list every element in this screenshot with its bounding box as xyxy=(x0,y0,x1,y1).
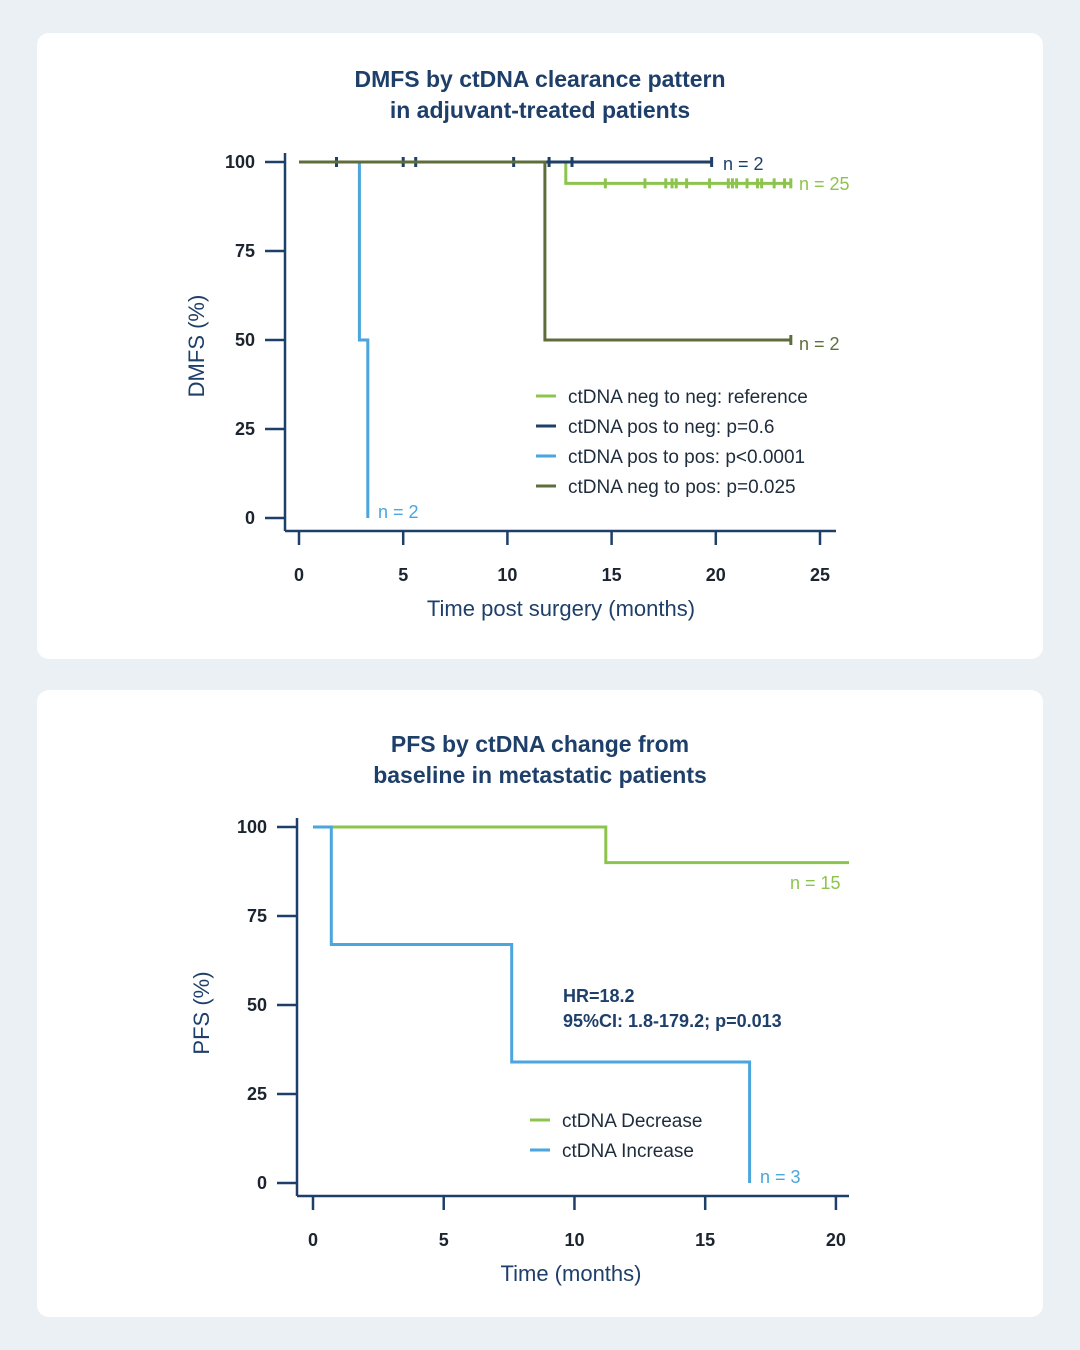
dmfs-series-end-label-1: n = 25 xyxy=(799,174,850,194)
pfs-title-line-1: PFS by ctDNA change from xyxy=(390,731,690,757)
pfs-y-tick-label: 75 xyxy=(247,906,267,926)
dmfs-x-tick-label: 20 xyxy=(706,565,726,585)
dmfs-y-axis-label: DMFS (%) xyxy=(184,295,209,398)
dmfs-title-line-2: in adjuvant-treated patients xyxy=(389,97,691,123)
pfs-x-tick-label: 5 xyxy=(439,1230,449,1250)
dmfs-x-tick-label: 25 xyxy=(810,565,830,585)
dmfs-chart-title: DMFS by ctDNA clearance pattern in adjuv… xyxy=(37,64,1043,126)
pfs-annotation-line-1: HR=18.2 xyxy=(563,986,635,1006)
pfs-x-axis-label: Time (months) xyxy=(501,1261,642,1286)
dmfs-y-tick-label: 25 xyxy=(235,419,255,439)
dmfs-x-tick-label: 15 xyxy=(602,565,622,585)
pfs-x-tick-label: 0 xyxy=(308,1230,318,1250)
dmfs-legend-label-2: ctDNA pos to neg: p=0.6 xyxy=(568,417,775,438)
dmfs-series-line-4 xyxy=(299,160,791,342)
pfs-annotation-line-2: 95%CI: 1.8-179.2; p=0.013 xyxy=(563,1011,782,1031)
pfs-legend-label-1: ctDNA Decrease xyxy=(562,1111,702,1132)
dmfs-series-end-label-3: n = 2 xyxy=(378,502,419,522)
dmfs-title-line-1: DMFS by ctDNA clearance pattern xyxy=(354,66,726,92)
pfs-x-tick-label: 10 xyxy=(564,1230,584,1250)
dmfs-y-tick-label: 50 xyxy=(235,330,255,350)
pfs-title-line-2: baseline in metastatic patients xyxy=(373,762,707,788)
pfs-y-axis-label: PFS (%) xyxy=(189,971,214,1054)
dmfs-x-tick-label: 0 xyxy=(294,565,304,585)
pfs-series-end-label-2: n = 3 xyxy=(760,1167,801,1187)
pfs-series-end-label-1: n = 15 xyxy=(790,873,841,893)
dmfs-x-axis-label: Time post surgery (months) xyxy=(427,596,695,621)
dmfs-x-tick-label: 5 xyxy=(398,565,408,585)
pfs-km-plot: 0 25 50 75 100 0 5 10 15 20 Time (months) PFS (%) n … xyxy=(189,817,849,1286)
pfs-y-tick-label: 50 xyxy=(247,995,267,1015)
pfs-chart-title: PFS by ctDNA change from baseline in met… xyxy=(37,729,1043,791)
dmfs-chart-card: DMFS by ctDNA clearance pattern in adjuv… xyxy=(37,33,1043,659)
pfs-y-tick-label: 100 xyxy=(237,817,267,837)
pfs-x-tick-label: 15 xyxy=(695,1230,715,1250)
dmfs-legend-label-3: ctDNA pos to pos: p<0.0001 xyxy=(568,447,805,468)
dmfs-series-end-label-2: n = 2 xyxy=(723,154,764,174)
pfs-legend-label-2: ctDNA Increase xyxy=(562,1141,694,1162)
dmfs-km-plot: 0 25 50 75 100 0 5 10 15 20 25 Time post surgery (m… xyxy=(184,152,850,621)
dmfs-y-tick-label: 0 xyxy=(245,508,255,528)
pfs-y-tick-label: 0 xyxy=(257,1173,267,1193)
dmfs-y-tick-label: 100 xyxy=(225,152,255,172)
dmfs-series-line-3 xyxy=(299,160,370,518)
pfs-series-line-1 xyxy=(313,825,849,865)
dmfs-series-end-label-4: n = 2 xyxy=(799,334,840,354)
dmfs-legend-label-4: ctDNA neg to pos: p=0.025 xyxy=(568,477,796,498)
dmfs-legend-label-1: ctDNA neg to neg: reference xyxy=(568,387,808,408)
dmfs-y-tick-label: 75 xyxy=(235,241,255,261)
pfs-series-line-2 xyxy=(313,825,752,1183)
pfs-chart-card: PFS by ctDNA change from baseline in met… xyxy=(37,690,1043,1317)
dmfs-x-tick-label: 10 xyxy=(497,565,517,585)
pfs-y-tick-label: 25 xyxy=(247,1084,267,1104)
pfs-x-tick-label: 20 xyxy=(826,1230,846,1250)
